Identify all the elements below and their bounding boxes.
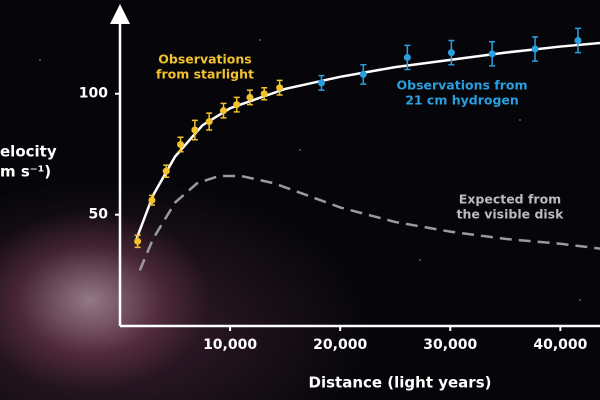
y-axis-title: m s⁻¹): [0, 163, 51, 181]
expected-curve: [138, 174, 600, 271]
data-point: [162, 167, 170, 175]
x-tick-label: 30,000: [423, 337, 477, 353]
data-point: [488, 50, 496, 58]
data-point: [219, 107, 227, 115]
x-tick-label: 20,000: [313, 337, 367, 353]
x-tick-label: 40,000: [533, 337, 587, 353]
data-point: [403, 53, 411, 61]
annotation: 21 cm hydrogen: [405, 93, 519, 108]
data-point: [134, 237, 142, 245]
data-point: [191, 126, 199, 134]
y-tick-label: 100: [79, 86, 108, 102]
annotation: from starlight: [156, 67, 254, 82]
data-point: [359, 70, 367, 78]
data-point: [260, 90, 268, 98]
data-point: [246, 93, 254, 101]
annotation: Expected from: [459, 192, 561, 207]
x-tick-label: 10,000: [203, 337, 257, 353]
fit-curve: [135, 41, 600, 240]
data-point: [233, 101, 241, 109]
y-axis-title: elocity: [0, 143, 57, 161]
data-point: [205, 118, 213, 126]
annotation: Observations: [158, 52, 251, 67]
x-axis-title: Distance (light years): [309, 374, 492, 392]
data-point: [447, 49, 455, 57]
data-point: [148, 196, 156, 204]
data-point: [177, 141, 185, 149]
y-tick-label: 50: [89, 207, 109, 223]
annotation: Observations from: [397, 78, 528, 93]
data-point: [276, 84, 284, 92]
data-point: [317, 79, 325, 87]
annotation: the visible disk: [457, 207, 565, 222]
data-point: [574, 37, 582, 45]
data-point: [531, 45, 539, 53]
